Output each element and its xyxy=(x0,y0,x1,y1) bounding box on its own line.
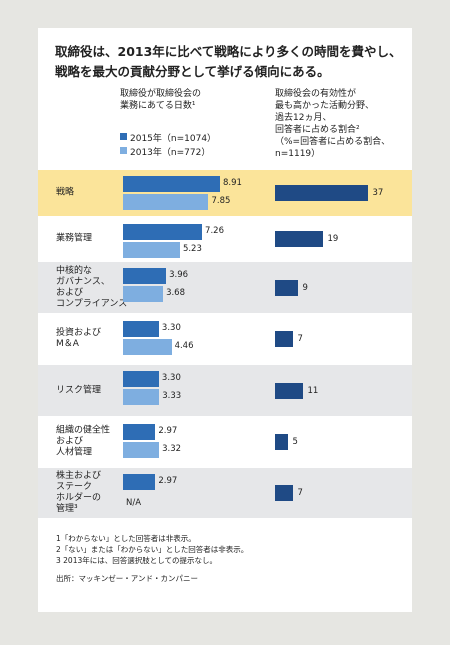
legend-label: 2015年（n=1074） xyxy=(130,134,217,144)
value-label: 3.33 xyxy=(162,391,182,401)
row-band xyxy=(38,218,412,260)
bar xyxy=(275,434,288,450)
footnote: 2「ない」または「わからない」とした回答者は非表示。 xyxy=(56,545,249,554)
category-label: 株主および ステーク ホルダーの 管理³ xyxy=(56,471,102,514)
value-label: 7 xyxy=(297,334,303,344)
bar xyxy=(123,474,156,490)
bar xyxy=(275,382,303,399)
legend-swatch xyxy=(120,133,127,140)
value-label: 4.46 xyxy=(174,341,194,351)
value-label: 2.97 xyxy=(158,426,178,436)
footnote: 3 2013年には、回答選択肢としての提示なし。 xyxy=(56,556,218,565)
value-label: 5.23 xyxy=(182,244,202,254)
category-label: 投資および M＆A xyxy=(56,328,102,349)
value-label: 9 xyxy=(302,282,308,293)
value-label: 3.30 xyxy=(161,323,181,333)
bar xyxy=(123,389,160,405)
bar xyxy=(123,424,156,440)
value-label: 3.68 xyxy=(166,288,185,298)
value-label: 19 xyxy=(327,234,339,244)
bar xyxy=(123,442,160,458)
category-label: 戦略 xyxy=(56,187,75,198)
bar xyxy=(275,185,368,201)
value-label: 2.97 xyxy=(158,476,178,486)
category-label: 組織の健全性 および 人材管理 xyxy=(56,425,111,458)
bar xyxy=(123,176,221,192)
bar xyxy=(275,279,298,296)
row-band xyxy=(38,262,412,313)
value-label: 7 xyxy=(297,488,303,498)
bar xyxy=(123,339,172,355)
category-label: リスク管理 xyxy=(56,385,102,395)
bar xyxy=(123,224,203,240)
bar xyxy=(123,242,180,258)
bar xyxy=(123,268,167,284)
bar xyxy=(123,194,209,210)
legend-label: 2013年（n=772） xyxy=(130,148,211,158)
panel-title: 取締役会の有効性が 最も高かった活動分野、 過去12ヵ月、 回答者に占める割合²… xyxy=(275,89,391,159)
value-label: 3.30 xyxy=(161,373,181,383)
source: 出所：マッキンゼー・アンド・カンパニー xyxy=(56,574,198,583)
title: 取締役は、2013年に比べて戦略により多くの時間を費やし、 戦略を最大の貢献分野… xyxy=(55,44,402,79)
value-label: 7.85 xyxy=(211,196,231,206)
bar xyxy=(123,286,164,302)
value-label: 7.26 xyxy=(205,226,224,236)
value-label: 5 xyxy=(292,437,298,447)
row-band xyxy=(38,315,412,363)
row-band xyxy=(38,418,412,466)
value-label: N/A xyxy=(126,498,142,508)
value-label: 3.96 xyxy=(169,270,189,280)
footnote: 1「わからない」とした回答者は非表示。 xyxy=(56,534,196,543)
category-label: 中核的な ガバナンス、 および コンプライアンス xyxy=(56,265,128,309)
value-label: 3.32 xyxy=(162,444,182,454)
value-label: 8.91 xyxy=(223,178,242,188)
value-label: 11 xyxy=(307,385,319,396)
legend-swatch xyxy=(120,147,127,154)
bar xyxy=(275,331,293,347)
value-label: 37 xyxy=(372,188,384,198)
category-label: 業務管理 xyxy=(56,233,93,244)
row-band xyxy=(38,468,412,518)
bar xyxy=(123,321,159,337)
bar xyxy=(275,231,323,247)
bar xyxy=(123,371,159,387)
panel-title: 取締役が取締役会の 業務にあてる日数¹ xyxy=(120,89,202,111)
row-band xyxy=(38,365,412,416)
bar xyxy=(275,485,293,501)
